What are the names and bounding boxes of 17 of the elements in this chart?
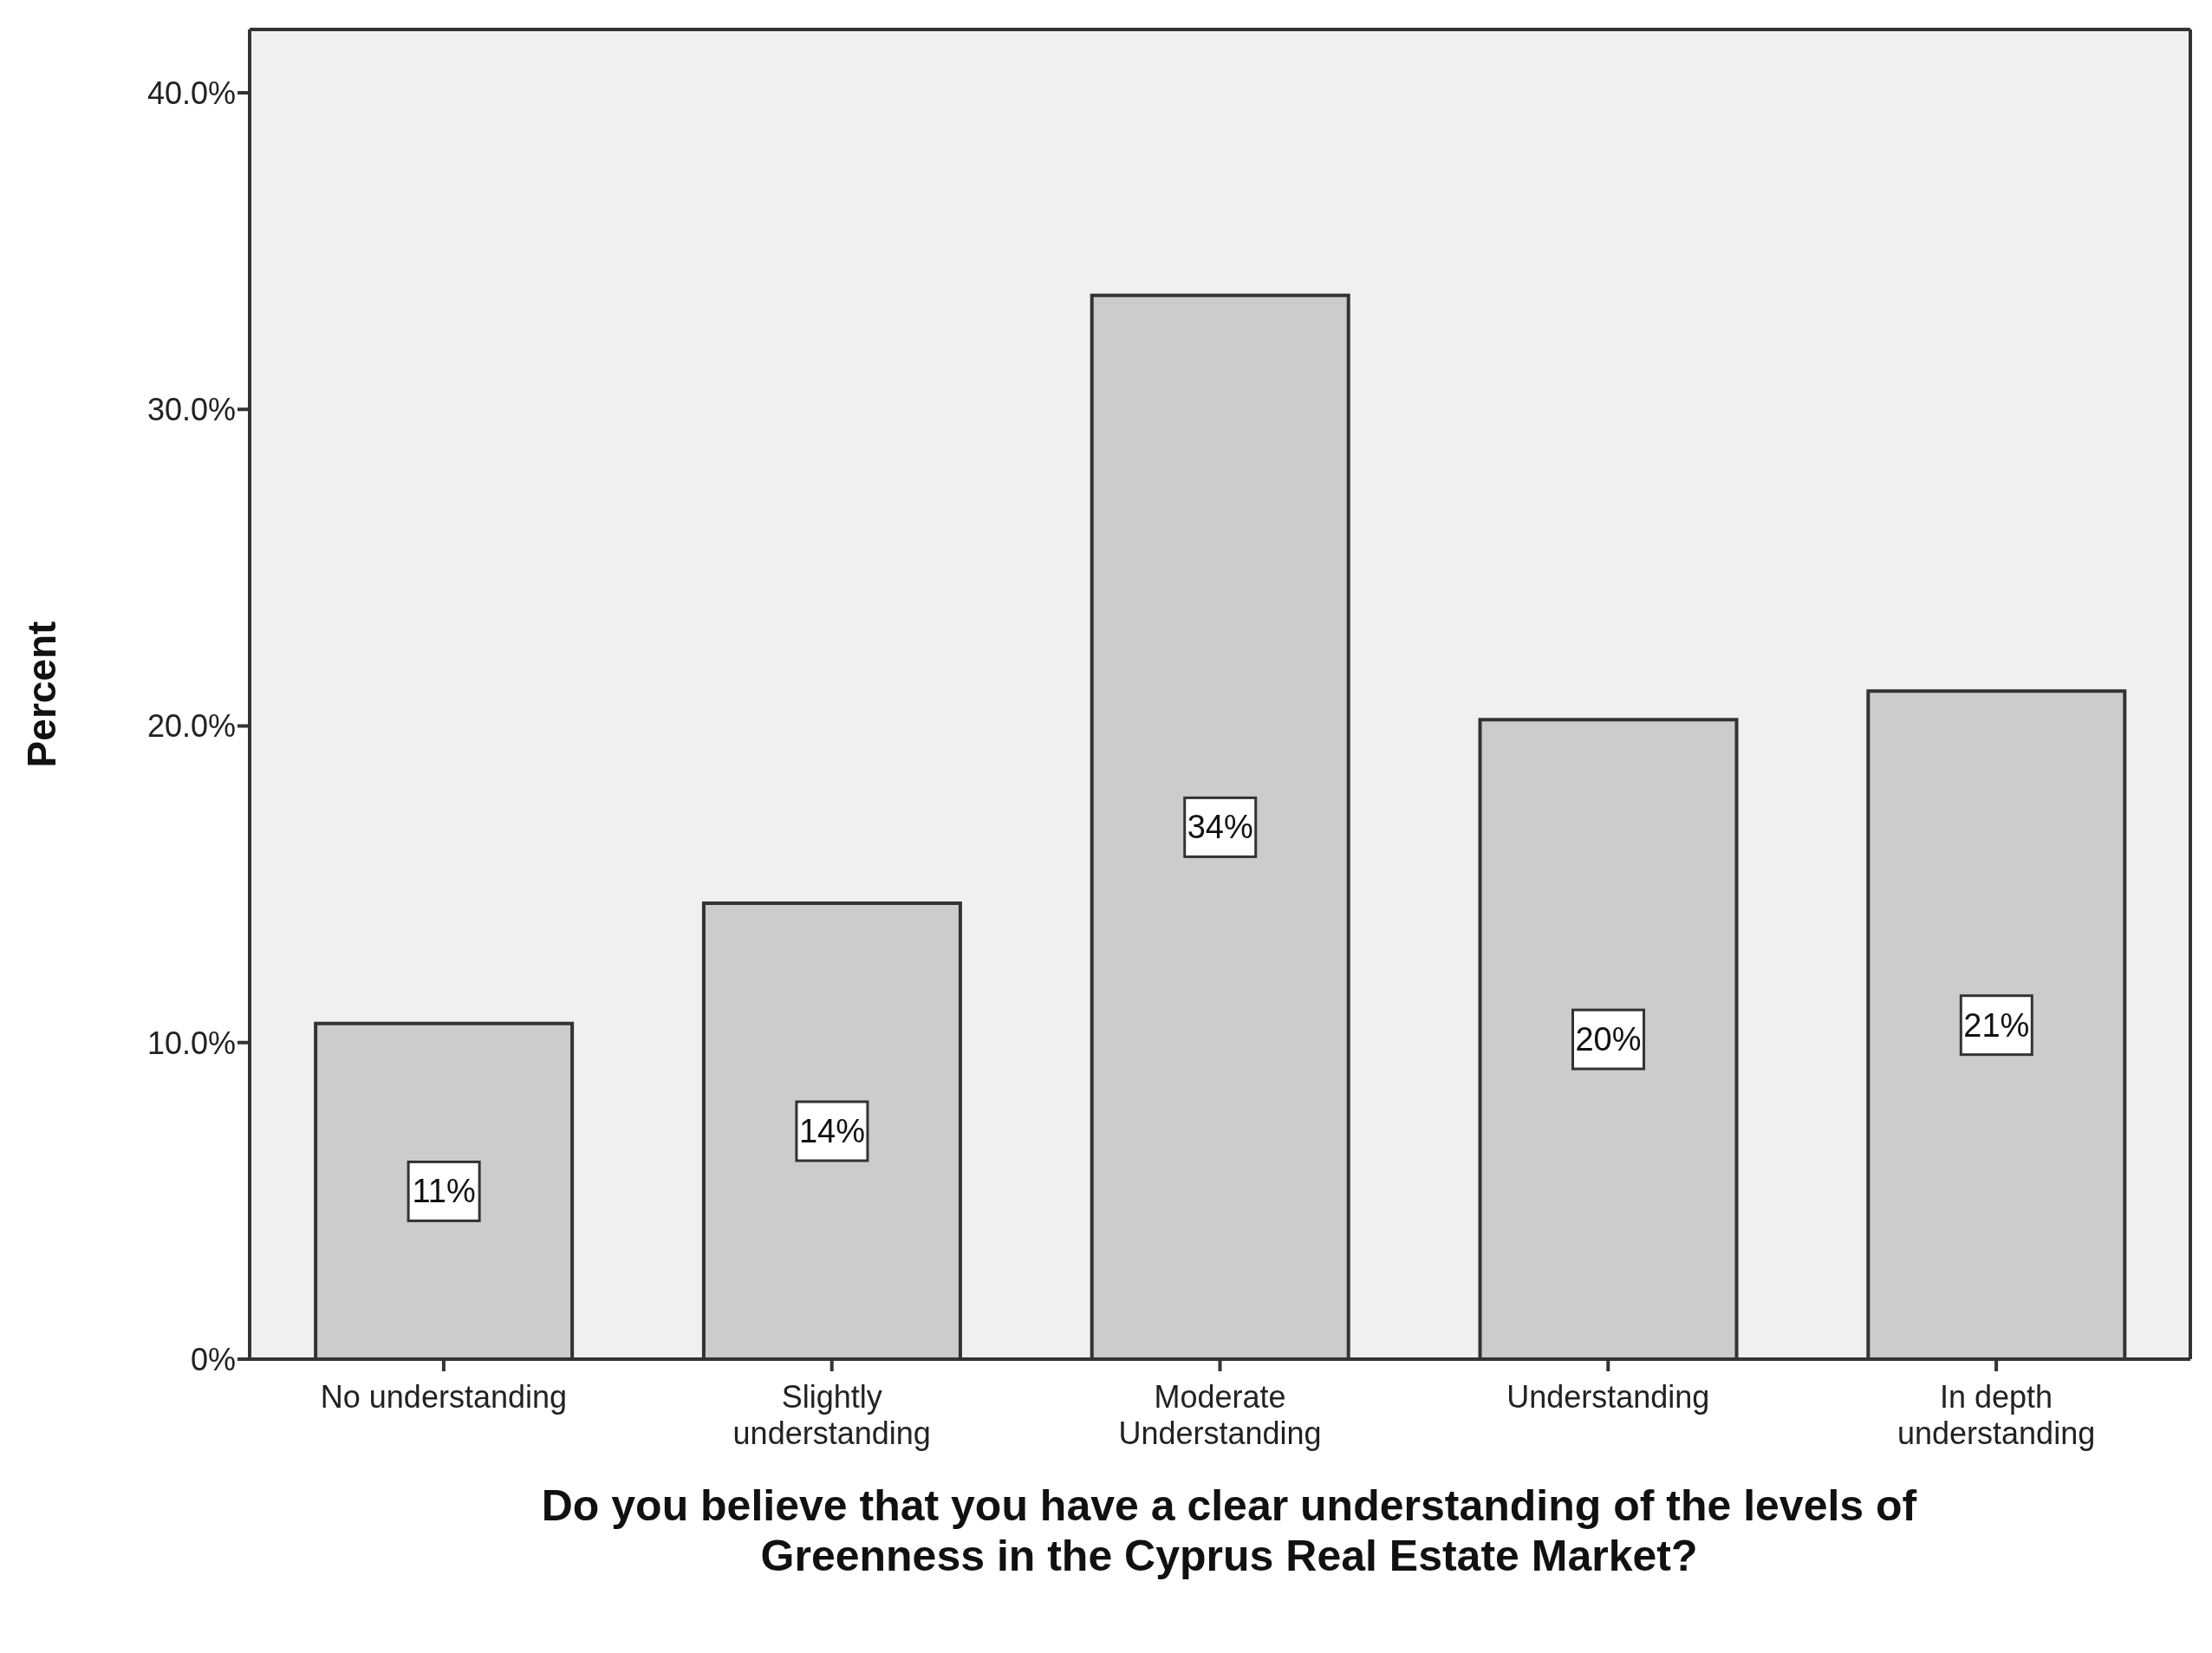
x-axis-title: Do you believe that you have a clear understanding of the levels of Greenness in the Cyprus Real Estate Market? bbox=[540, 1481, 1918, 1581]
x-tick-label: In depth understanding bbox=[1897, 1379, 2096, 1451]
y-tick-label: 0% bbox=[190, 1341, 236, 1377]
data-label: 11% bbox=[412, 1173, 476, 1210]
x-tick-label: Slightly understanding bbox=[732, 1379, 931, 1451]
data-label: 14% bbox=[798, 1113, 865, 1150]
x-tick-label: Understanding bbox=[1506, 1379, 1710, 1415]
y-tick-label: 40.0% bbox=[146, 75, 236, 111]
data-label: 20% bbox=[1575, 1021, 1642, 1058]
data-label: 21% bbox=[1963, 1006, 2030, 1044]
y-tick-label: 20.0% bbox=[146, 708, 236, 745]
data-label: 34% bbox=[1187, 809, 1253, 846]
y-axis-title: Percent bbox=[19, 621, 65, 768]
y-tick-label: 10.0% bbox=[146, 1025, 236, 1061]
x-tick-label: Moderate Understanding bbox=[1118, 1379, 1322, 1451]
x-tick-label: No understanding bbox=[320, 1379, 567, 1415]
y-tick-label: 30.0% bbox=[146, 392, 236, 428]
